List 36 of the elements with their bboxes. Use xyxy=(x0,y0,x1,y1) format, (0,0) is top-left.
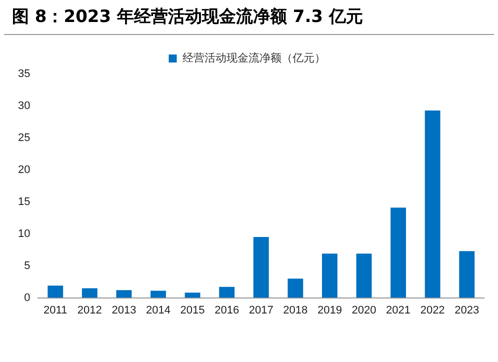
bar xyxy=(253,237,269,298)
x-tick-label: 2023 xyxy=(454,304,480,316)
x-tick-label: 2019 xyxy=(317,304,342,316)
bar xyxy=(82,288,98,298)
x-tick-label: 2021 xyxy=(386,304,411,316)
bar xyxy=(48,286,64,298)
x-tick-label: 2014 xyxy=(146,304,170,316)
bar xyxy=(322,254,338,298)
y-tick-label: 25 xyxy=(18,132,30,144)
bar xyxy=(150,290,166,298)
legend-label: 经营活动现金流净额（亿元） xyxy=(182,52,326,65)
bar xyxy=(288,278,304,298)
x-tick-label: 2018 xyxy=(283,304,308,316)
chart-title: 图 8：2023 年经营活动现金流净额 7.3 亿元 xyxy=(4,0,494,35)
bar xyxy=(356,254,372,298)
y-tick-label: 30 xyxy=(18,100,30,112)
y-tick-label: 0 xyxy=(24,292,30,304)
x-tick-label: 2020 xyxy=(352,304,376,316)
y-tick-label: 5 xyxy=(24,260,30,272)
y-tick-label: 35 xyxy=(18,68,30,80)
bar xyxy=(424,110,440,298)
bar xyxy=(390,208,406,298)
y-tick-label: 10 xyxy=(18,228,30,240)
bar xyxy=(184,292,200,298)
y-tick-label: 20 xyxy=(18,164,30,176)
x-tick-label: 2013 xyxy=(112,304,136,316)
y-tick-label: 15 xyxy=(18,196,30,208)
bar xyxy=(219,286,235,298)
x-tick-label: 2015 xyxy=(180,304,205,316)
bar xyxy=(116,290,132,298)
bar xyxy=(459,251,475,298)
x-tick-label: 2022 xyxy=(420,304,445,316)
x-tick-label: 2011 xyxy=(44,304,68,316)
x-tick-label: 2016 xyxy=(214,304,240,316)
x-tick-label: 2017 xyxy=(248,304,274,316)
x-tick-label: 2012 xyxy=(77,304,102,316)
